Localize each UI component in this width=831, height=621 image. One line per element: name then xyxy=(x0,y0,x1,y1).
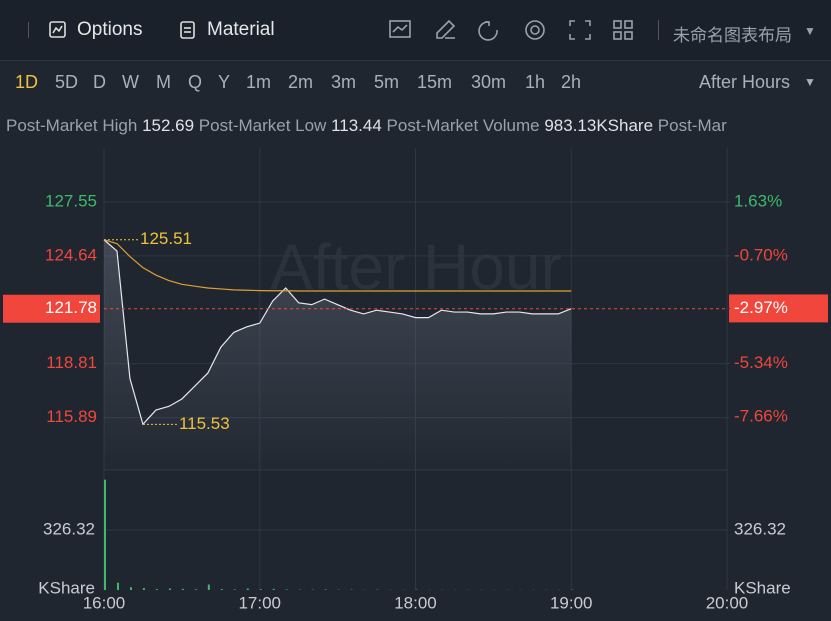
y-tick-label: 118.81 xyxy=(46,353,97,372)
y2-tick-label: 1.63% xyxy=(734,191,782,210)
annotation-label: 115.53 xyxy=(179,414,230,433)
y-tick-label: 127.55 xyxy=(45,191,97,210)
watermark: After Hour xyxy=(270,231,562,303)
timeframe[interactable]: W xyxy=(122,72,139,92)
volume-bar xyxy=(324,589,327,590)
timeframe[interactable]: 5m xyxy=(374,72,400,92)
timeframe[interactable]: 30m xyxy=(471,72,507,92)
stat-label: Post-Market Low xyxy=(198,116,327,135)
material-button[interactable]: Material xyxy=(207,19,275,40)
timeframe[interactable]: D xyxy=(93,72,106,92)
volume-bar xyxy=(220,589,223,590)
stat-label: Post-Market High xyxy=(6,116,138,135)
toolbar: Options Material 未命名图表布局 ▼ xyxy=(0,0,831,61)
timeframe[interactable]: 2h xyxy=(561,72,582,92)
price-line xyxy=(103,239,572,426)
y2-tick-label: -5.34% xyxy=(734,353,788,372)
x-tick-label: 19:00 xyxy=(550,593,593,612)
stat-label: Post-Market Volume xyxy=(386,116,540,135)
stats-bar: Post-Market High 152.69 Post-Market Low … xyxy=(6,116,727,136)
average-line xyxy=(103,239,572,292)
options-button[interactable]: Options xyxy=(77,19,143,40)
volume-bar xyxy=(194,589,197,590)
dropdown-arrow[interactable]: ▼ xyxy=(804,24,816,38)
timeframe[interactable]: 5D xyxy=(55,72,79,92)
divider xyxy=(28,22,29,38)
x-tick-label: 16:00 xyxy=(83,593,126,612)
session-select[interactable]: After Hours xyxy=(699,72,791,92)
material-icon[interactable] xyxy=(178,20,198,40)
y2-axis-label: KShare xyxy=(734,578,791,597)
y2-tick-label: -0.70% xyxy=(734,245,788,264)
price-tag xyxy=(729,294,828,323)
dropdown-arrow[interactable]: ▼ xyxy=(804,75,816,89)
timeframe[interactable]: 2m xyxy=(288,72,314,92)
volume-bar xyxy=(272,588,275,590)
y2-tick-label: -7.66% xyxy=(734,406,788,425)
layout-name[interactable]: 未命名图表布局 xyxy=(673,26,792,45)
y-tick-label: 124.64 xyxy=(45,245,97,264)
timeframe[interactable]: M xyxy=(156,72,171,92)
y-tick-label: 121.78 xyxy=(45,298,97,317)
timeframe[interactable]: 1m xyxy=(246,72,272,92)
volume-bar xyxy=(259,589,262,590)
stat-value: 113.44 xyxy=(331,116,382,135)
volume-bar xyxy=(104,479,106,590)
volume-bar xyxy=(168,588,171,590)
timeframe[interactable]: 1h xyxy=(525,72,546,92)
volume-bar xyxy=(181,588,184,590)
x-tick-label: 20:00 xyxy=(706,593,749,612)
options-icon[interactable] xyxy=(48,20,68,40)
price-tag xyxy=(3,294,100,323)
timeframe[interactable]: 3m xyxy=(331,72,357,92)
price-area xyxy=(104,239,572,470)
y-tick-label: 326.32 xyxy=(43,519,95,538)
y-axis-label: KShare xyxy=(38,578,95,597)
stat-value: 983.13KShare xyxy=(544,116,654,135)
volume-bar xyxy=(155,589,158,590)
chart: 16:00 17:00 18:00 19:00 20:00 After Hour 127.5… xyxy=(3,148,828,612)
volume-bar xyxy=(285,589,288,590)
stat-label: Post-Mar xyxy=(657,116,727,135)
volume-bar xyxy=(246,588,249,590)
divider xyxy=(658,20,659,40)
timeframe[interactable]: Q xyxy=(188,72,203,92)
volume-bar xyxy=(142,588,145,590)
y-tick-label: 115.89 xyxy=(46,407,97,426)
volume-bar xyxy=(233,589,236,590)
y2-tick-label: 326.32 xyxy=(734,519,786,538)
x-tick-label: 18:00 xyxy=(394,593,437,612)
y2-tick-label: -2.97% xyxy=(734,298,788,317)
timeframe[interactable]: 1D xyxy=(15,72,39,92)
volume-bar xyxy=(116,582,119,590)
annotation-label: 125.51 xyxy=(140,229,192,248)
tool-icons[interactable] xyxy=(385,16,645,44)
volume-bar xyxy=(207,584,210,590)
volume-bar xyxy=(129,587,132,590)
timeframe[interactable]: 15m xyxy=(417,72,453,92)
timeframe[interactable]: Y xyxy=(218,72,231,92)
x-tick-label: 17:00 xyxy=(238,593,281,612)
stat-value: 152.69 xyxy=(142,116,195,135)
timeframes: 1D 5D D W M Q Y 1m 2m 3m 5m 15m 30m 1h 2h After Hours ▼ xyxy=(0,70,831,96)
